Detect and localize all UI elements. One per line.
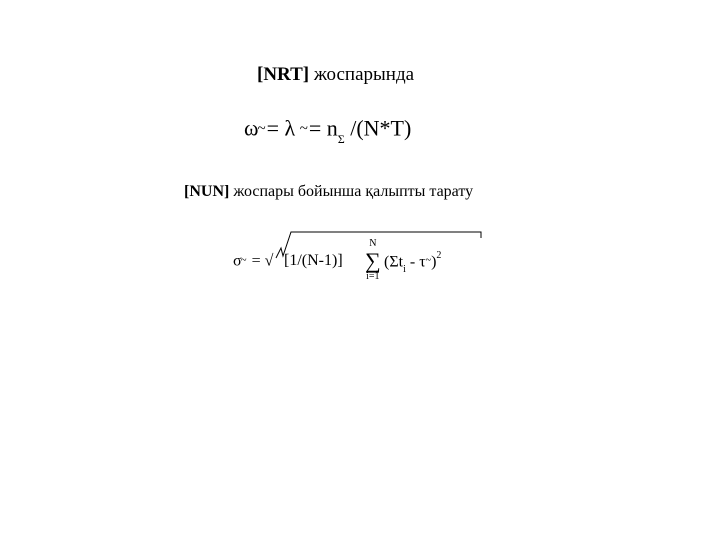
formula2-lhs: σ~ = √ <box>233 250 273 270</box>
formula1-tail: /(N*T) <box>345 115 412 140</box>
heading-nun-text: жоспары бойынша қалыпты тарату <box>229 183 473 200</box>
formula2-paren-open: (Σt <box>384 253 403 270</box>
formula-1: ω~= λ ~= nΣ /(N*T) <box>244 115 411 145</box>
heading-nrt-tag: [NRT] <box>257 64 309 85</box>
formula2-tilde: ~ <box>241 254 247 266</box>
formula2-eq: = <box>248 252 265 269</box>
heading-nrt: [NRT] жоспарында <box>257 64 414 86</box>
formula2-sq: 2 <box>436 250 441 261</box>
formula2-radicand-left: [1/(N-1)] <box>284 252 343 270</box>
formula1-eq2: = n <box>309 115 338 140</box>
formula1-tilde1: ~ <box>257 121 265 137</box>
formula1-eq1: = <box>267 115 285 140</box>
formula1-tilde2: ~ <box>300 121 308 137</box>
heading-nun-tag: [NUN] <box>184 183 229 200</box>
formula1-sigmasub: Σ <box>338 132 345 146</box>
heading-nun: [NUN] жоспары бойынша қалыпты тарату <box>184 183 473 201</box>
formula2-minus-tau: - τ <box>406 253 426 270</box>
formula1-lambda: λ <box>285 115 301 140</box>
formula2-tilde2: ~ <box>426 255 431 266</box>
formula2-sigma-block: N ∑ i=1 <box>365 239 381 282</box>
formula2-sum-lower: i=1 <box>365 272 381 282</box>
formula-2: σ~ = √ [1/(N-1)] N ∑ i=1 (Σti - τ~)2 <box>180 225 520 295</box>
formula2-paren: (Σti - τ~)2 <box>384 252 441 274</box>
heading-nrt-text: жоспарында <box>309 64 414 85</box>
formula2-sum-symbol: ∑ <box>365 251 381 271</box>
formula2-sub-i: i <box>403 264 406 275</box>
